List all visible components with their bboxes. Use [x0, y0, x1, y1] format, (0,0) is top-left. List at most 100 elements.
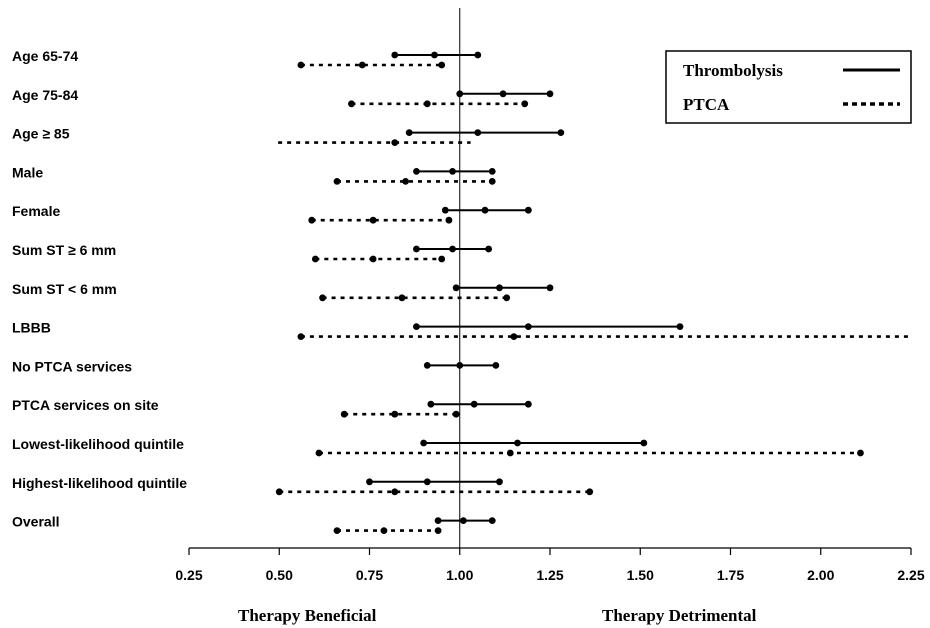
ci-low-point: [315, 449, 323, 457]
ci-low-point: [297, 61, 305, 69]
category-label: Sum ST ≥ 6 mm: [12, 242, 116, 258]
x-tick-label: 0.50: [266, 567, 293, 583]
ci-high-point: [496, 478, 503, 486]
ci-high-point: [488, 168, 496, 175]
estimate-point: [496, 284, 503, 292]
category-label: Age ≥ 85: [12, 126, 70, 142]
xlabel-left: Therapy Beneficial: [238, 606, 377, 625]
category-label: Highest-likelihood quintile: [12, 475, 187, 491]
ci-low-point: [275, 488, 283, 496]
estimate-point: [449, 168, 456, 175]
ci-low-point: [413, 245, 420, 253]
legend-box: [665, 50, 912, 124]
ci-low-point: [423, 362, 431, 369]
category-labels: Age 65-74 Age 75-84 Age ≥ 85 Male Female Sum …: [12, 48, 187, 530]
ci-low-point: [434, 517, 442, 524]
ci-high-point: [640, 439, 648, 447]
estimate-point: [506, 449, 514, 457]
category-label: Age 75-84: [12, 87, 78, 103]
category-label: LBBB: [12, 320, 51, 336]
estimate-point: [510, 333, 518, 340]
legend: Thrombolysis PTCA: [665, 50, 912, 124]
category-label: PTCA services on site: [12, 397, 159, 413]
x-tick-label: 0.25: [175, 567, 202, 583]
ci-low-point: [333, 178, 341, 185]
ci-high-point: [557, 129, 565, 137]
ci-low-point: [319, 294, 326, 302]
ci-high-point: [586, 488, 594, 496]
x-tick-label: 1.25: [536, 567, 563, 583]
estimate-point: [431, 51, 438, 59]
legend-label-thrombolysis: Thrombolysis: [683, 61, 783, 80]
estimate-point: [524, 323, 532, 330]
estimate-point: [474, 129, 482, 137]
series-group: [275, 51, 911, 534]
estimate-point: [449, 245, 456, 253]
ci-high-point: [546, 90, 554, 98]
x-tick-label: 1.50: [627, 567, 654, 583]
ci-low-point: [413, 323, 420, 330]
ci-low-point: [366, 478, 373, 486]
ci-high-point: [503, 294, 511, 302]
estimate-point: [499, 90, 507, 98]
estimate-point: [369, 255, 377, 263]
category-label: Sum ST < 6 mm: [12, 281, 117, 297]
ci-high-point: [485, 245, 493, 253]
ci-high-point: [474, 51, 482, 59]
ci-low-point: [391, 51, 399, 59]
series-thrombolysis: [366, 51, 684, 524]
estimate-point: [391, 139, 399, 147]
ci-high-point: [452, 410, 460, 418]
category-label: Overall: [12, 514, 59, 530]
ci-high-point: [445, 216, 453, 224]
estimate-point: [391, 410, 399, 418]
ci-high-point: [521, 100, 529, 108]
estimate-point: [456, 362, 464, 369]
ci-low-point: [456, 90, 464, 98]
ci-high-point: [438, 61, 446, 69]
ci-high-point: [492, 362, 500, 369]
x-tick-label: 2.00: [807, 567, 834, 583]
x-tick-label: 1.75: [717, 567, 744, 583]
category-label: Age 65-74: [12, 48, 78, 64]
ci-high-point: [546, 284, 554, 292]
ci-low-point: [308, 216, 316, 224]
series-ptca: [275, 61, 911, 534]
x-axis: 0.25 0.50 0.75 1.00 1.25 1.50 1.75 2.00 2.25: [175, 547, 925, 583]
x-tick-label: 1.00: [446, 567, 473, 583]
category-label: Male: [12, 164, 43, 180]
ci-high-point: [524, 400, 532, 408]
ci-high-point: [434, 527, 442, 534]
ci-low-point: [340, 410, 348, 418]
category-label: No PTCA services: [12, 358, 132, 374]
estimate-point: [514, 439, 521, 447]
ci-high-point: [857, 449, 864, 457]
xlabel-right: Therapy Detrimental: [602, 606, 757, 625]
ci-low-point: [333, 527, 341, 534]
legend-label-ptca: PTCA: [683, 95, 730, 114]
category-label: Lowest-likelihood quintile: [12, 436, 184, 452]
estimate-point: [358, 61, 366, 69]
ci-high-point: [488, 178, 496, 185]
estimate-point: [398, 294, 406, 302]
ci-low-point: [452, 284, 460, 292]
category-label: Female: [12, 203, 60, 219]
estimate-point: [459, 517, 467, 524]
ci-low-point: [441, 206, 449, 214]
ci-low-point: [311, 255, 319, 263]
estimate-point: [470, 400, 478, 408]
ci-low-point: [405, 129, 413, 137]
estimate-point: [369, 216, 377, 224]
estimate-point: [423, 100, 431, 108]
ci-high-point: [676, 323, 684, 330]
estimate-point: [423, 478, 431, 486]
ci-low-point: [420, 439, 428, 447]
ci-low-point: [427, 400, 435, 408]
ci-high-point: [524, 206, 532, 214]
x-tick-label: 0.75: [356, 567, 383, 583]
estimate-point: [380, 527, 388, 534]
ci-low-point: [348, 100, 355, 108]
estimate-point: [402, 178, 409, 185]
ci-low-point: [413, 168, 420, 175]
